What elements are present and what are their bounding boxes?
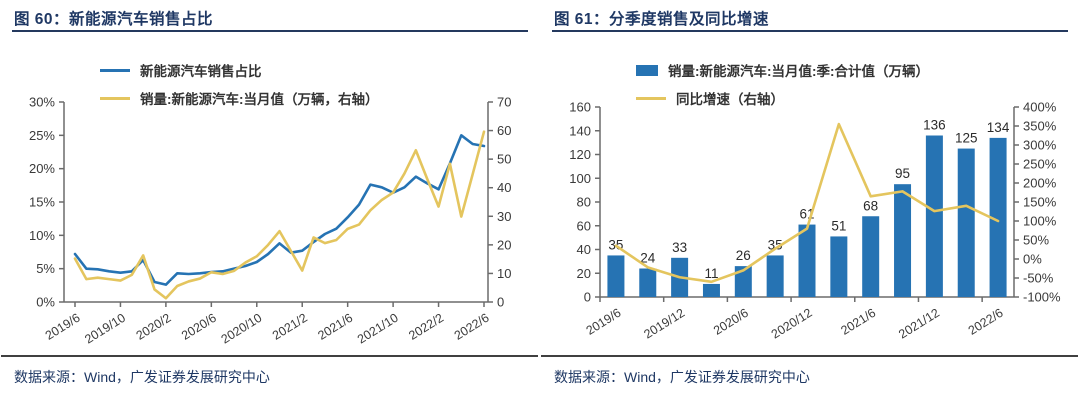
svg-text:70: 70 [497,95,511,110]
svg-text:30: 30 [497,209,511,224]
legend-label: 同比增速（右轴） [676,92,784,107]
svg-text:350%: 350% [1023,119,1057,134]
data-source: 数据来源：Wind，广发证券发展研究中心 [554,369,810,385]
svg-text:60: 60 [577,218,591,233]
svg-text:60: 60 [497,123,511,138]
svg-text:2022/6: 2022/6 [966,306,1006,338]
svg-text:40: 40 [497,180,511,195]
svg-text:2020/2: 2020/2 [134,311,174,343]
legend-label: 新能源汽车销售占比 [140,64,262,79]
svg-text:51: 51 [831,218,846,233]
svg-text:2022/2: 2022/2 [406,311,446,343]
legend-item: 同比增速（右轴） [636,88,929,108]
svg-text:200%: 200% [1023,176,1057,191]
legend: 新能源汽车销售占比 销量:新能源汽车:当月值（万辆，右轴） [100,60,379,108]
figure-panel-60: 图 60：新能源汽车销售占比 新能源汽车销售占比 销量:新能源汽车:当月值（万辆… [1,11,538,385]
svg-text:-50%: -50% [1023,271,1054,286]
svg-text:2020/10: 2020/10 [219,311,265,347]
figure-title: 图 60：新能源汽车销售占比 [14,11,214,28]
svg-text:0: 0 [584,290,591,305]
svg-text:10%: 10% [29,228,55,243]
svg-text:134: 134 [987,120,1010,135]
svg-text:300%: 300% [1023,138,1057,153]
svg-text:2020/6: 2020/6 [711,306,751,338]
svg-text:40: 40 [577,242,591,257]
svg-text:20%: 20% [29,161,55,176]
svg-text:2019/12: 2019/12 [641,306,687,342]
axes: 0 20 40 60 80 100 120 140 160 -100% -50% 0% 50% 100% 1… [569,100,1061,342]
svg-text:2020/6: 2020/6 [179,311,219,343]
legend-item: 销量:新能源汽车:当月值（万辆，右轴） [100,88,379,108]
legend-label: 销量:新能源汽车:当月值（万辆，右轴） [140,92,379,107]
svg-text:80: 80 [577,195,591,210]
svg-text:2021/2: 2021/2 [270,311,310,343]
svg-text:160: 160 [569,100,591,115]
axes: 0% 5% 10% 15% 20% 25% 30% 0 10 20 30 40 50 60 70 2019/6… [29,95,512,347]
svg-text:150%: 150% [1023,195,1057,210]
svg-text:50: 50 [497,152,511,167]
legend-line-swatch-yellow [100,96,130,100]
figure-panel-61: 图 61：分季度销售及同比增速 销量:新能源汽车:当月值:季:合计值（万辆） 同… [540,0,1080,400]
legend-item: 销量:新能源汽车:当月值:季:合计值（万辆） [636,60,929,80]
bar-chart-canvas: 0 20 40 60 80 100 120 140 160 -100% -50% 0% 50% 100% 1… [569,100,1061,342]
svg-text:26: 26 [736,248,751,263]
svg-text:2020/12: 2020/12 [769,306,815,342]
svg-text:33: 33 [672,240,687,255]
svg-text:250%: 250% [1023,157,1057,172]
legend-line-swatch-yellow [636,96,666,100]
svg-text:50%: 50% [1023,233,1049,248]
legend-bar-swatch-blue [636,64,658,76]
svg-text:2019/6: 2019/6 [43,311,83,343]
svg-text:-100%: -100% [1023,290,1061,305]
footer-rule [541,355,1078,357]
yoy-line-series [614,122,1000,284]
legend-label: 销量:新能源汽车:当月值:季:合计值（万辆） [668,64,929,79]
svg-text:2021/6: 2021/6 [838,306,878,338]
svg-text:95: 95 [895,166,910,181]
svg-text:11: 11 [704,266,718,281]
svg-text:120: 120 [569,147,591,162]
svg-text:35: 35 [768,237,783,252]
series [73,130,486,300]
svg-text:25%: 25% [29,128,55,143]
figure-title: 图 61：分季度销售及同比增速 [554,11,770,28]
svg-text:10: 10 [497,266,511,281]
footer-rule [1,355,538,357]
svg-text:136: 136 [923,118,946,133]
line-chart-canvas: 0% 5% 10% 15% 20% 25% 30% 0 10 20 30 40 50 60 70 2019/6… [29,95,512,347]
svg-text:2022/6: 2022/6 [452,311,492,343]
svg-text:100%: 100% [1023,214,1057,229]
legend-line-swatch-blue [100,68,130,72]
svg-text:15%: 15% [29,195,55,210]
legend-item: 新能源汽车销售占比 [100,60,379,80]
svg-text:2021/12: 2021/12 [896,306,942,342]
svg-text:2019/6: 2019/6 [584,306,624,338]
svg-text:0%: 0% [36,295,55,310]
svg-text:5%: 5% [36,261,55,276]
svg-text:400%: 400% [1023,100,1057,115]
svg-text:0%: 0% [1023,252,1042,267]
svg-text:100: 100 [569,171,591,186]
svg-text:2019/10: 2019/10 [82,311,128,347]
title-rule [552,30,1068,32]
data-source: 数据来源：Wind，广发证券发展研究中心 [14,369,270,385]
svg-text:125: 125 [955,131,978,146]
svg-text:68: 68 [863,198,878,213]
title-rule [12,30,528,32]
svg-text:2021/10: 2021/10 [355,311,401,347]
svg-text:140: 140 [569,123,591,138]
svg-text:2021/6: 2021/6 [315,311,355,343]
svg-text:20: 20 [577,266,591,281]
svg-text:24: 24 [640,251,656,266]
svg-text:20: 20 [497,237,511,252]
legend: 销量:新能源汽车:当月值:季:合计值（万辆） 同比增速（右轴） [636,60,929,108]
svg-text:30%: 30% [29,95,55,110]
svg-text:0: 0 [497,295,504,310]
